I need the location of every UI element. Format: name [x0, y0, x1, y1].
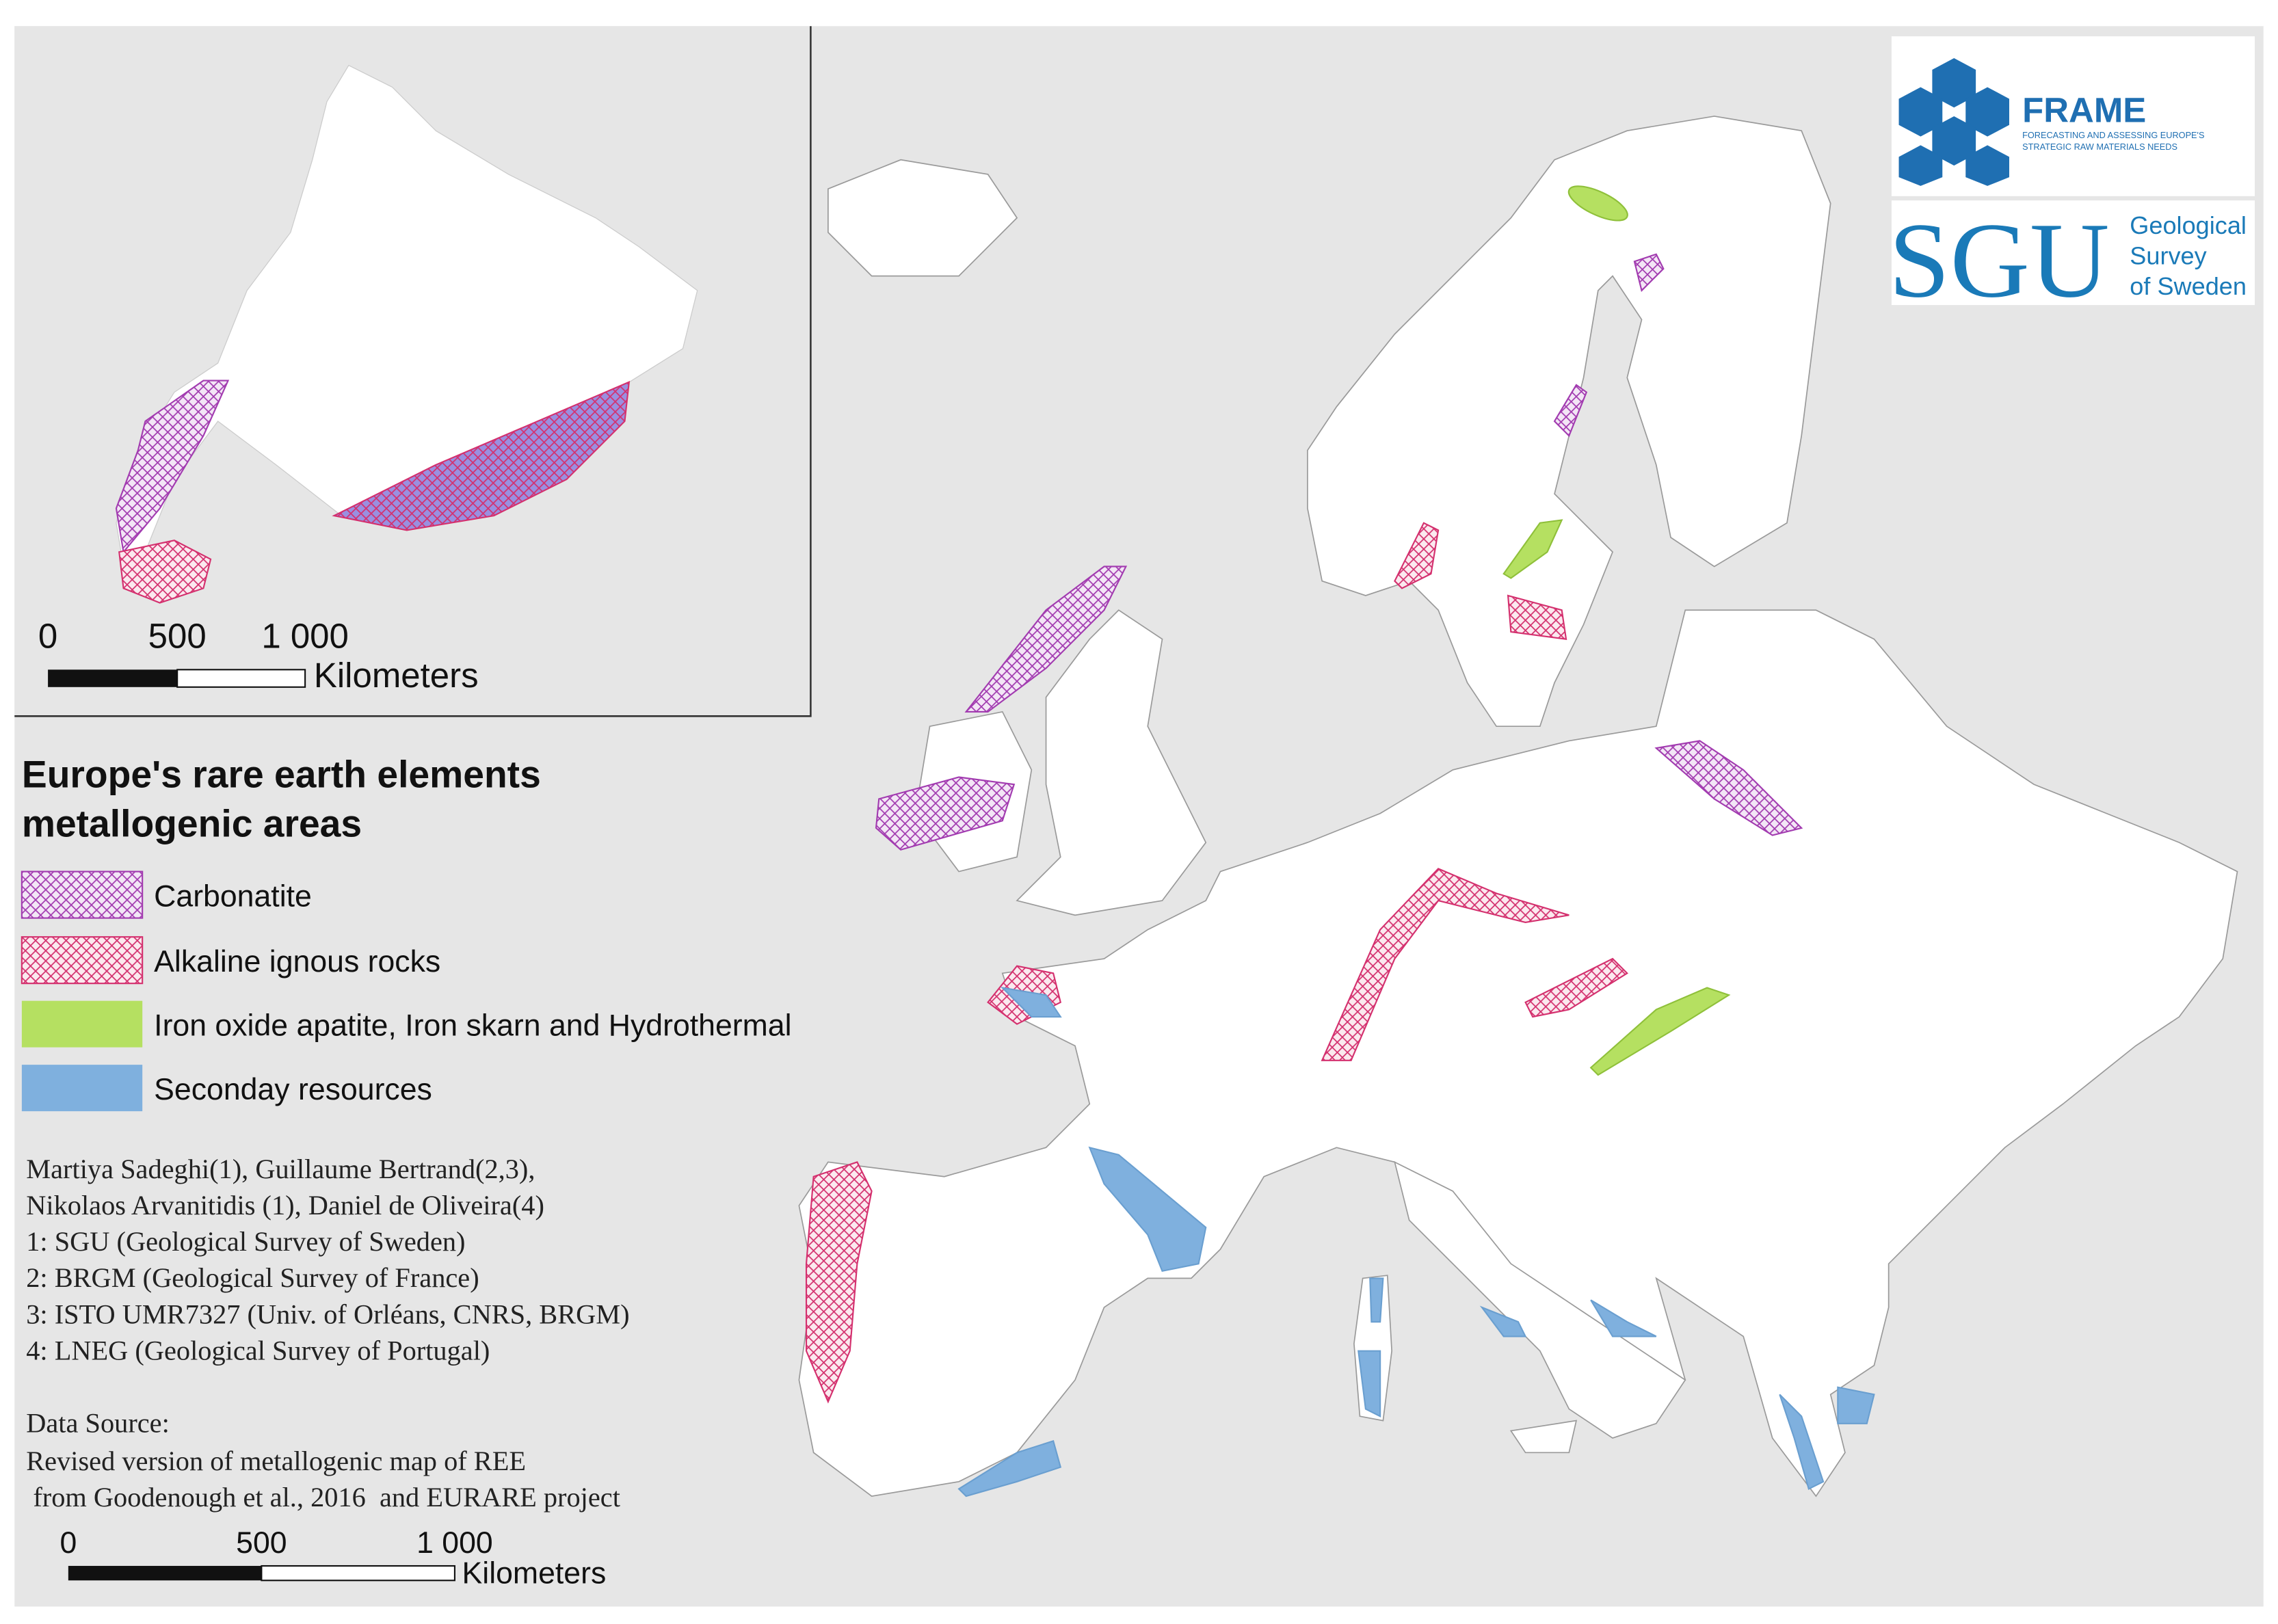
legend-swatch: [21, 1065, 143, 1112]
secondary-zone: [1590, 1299, 1657, 1337]
legend-swatch: [21, 870, 144, 919]
iron-oxide-zone: [1502, 519, 1563, 579]
scale-bar: 0 500 1 000 Kilometers: [59, 1526, 606, 1590]
legend: Europe's rare earth elements metallogeni…: [21, 753, 792, 1112]
alkaline-zone: [1321, 868, 1570, 1061]
iron-oxide-zone: [1589, 987, 1731, 1076]
inset-border: [14, 26, 812, 717]
frame-icon: [1898, 57, 2009, 186]
legend-title: Europe's rare earth elements: [22, 753, 541, 795]
secondary-zone: [1837, 1386, 1875, 1424]
hexagon: [1898, 145, 1943, 186]
credit-line: Martiya Sadeghi(1), Guillaume Bertrand(2…: [26, 1154, 535, 1184]
logo-tagline: STRATEGIC RAW MATERIALS NEEDS: [2022, 142, 2177, 152]
carbonatite-zone: [964, 565, 1128, 713]
secondary-zone: [1479, 1305, 1527, 1337]
secondary-zone: [957, 1439, 1062, 1497]
legend-swatch: [21, 936, 144, 985]
credit-line: 4: LNEG (Geological Survey of Portugal): [26, 1335, 490, 1366]
alkaline-zone: [332, 381, 631, 531]
legend-label: Carbonatite: [154, 880, 312, 914]
iron-oxide-zone: [1567, 185, 1628, 222]
legend-label: Alkaline ignous rocks: [154, 945, 440, 979]
alkaline-zone: [1524, 957, 1628, 1018]
scale-segment: [48, 669, 178, 687]
secondary-zones: [957, 986, 1875, 1497]
logo-tagline: Geological: [2130, 211, 2247, 239]
hexagon: [1965, 87, 2009, 137]
logo-background: [1891, 200, 2255, 306]
scale-label: 1 000: [416, 1526, 493, 1560]
scale-segment: [68, 1566, 262, 1581]
scale-label: 0: [38, 616, 57, 655]
continent: [798, 609, 2238, 1497]
carbonatite-zone: [875, 776, 1016, 851]
scale-label: 1 000: [261, 616, 349, 655]
sgu-logo: SGU Geological Survey of Sweden: [1889, 200, 2255, 320]
logo-tagline: Survey: [2130, 242, 2206, 270]
frame-logo: FRAME FORECASTING AND ASSESSING EUROPE'S…: [1891, 36, 2255, 196]
italy: [1394, 1160, 1686, 1439]
zones: [805, 185, 1875, 1497]
hexagon: [1932, 57, 1976, 108]
source-line: from Goodenough et al., 2016 and EURARE …: [26, 1482, 620, 1513]
credit-line: 1: SGU (Geological Survey of Sweden): [26, 1226, 465, 1257]
hexagon: [1932, 116, 1976, 166]
inset-scale-bar: 0 500 1 000 Kilometers: [38, 616, 479, 694]
secondary-zone: [1000, 986, 1062, 1018]
logo-name: FRAME: [2022, 90, 2146, 129]
credits: Martiya Sadeghi(1), Guillaume Bertrand(2…: [26, 1154, 629, 1513]
greenland: [116, 64, 698, 568]
great-britain: [1016, 609, 1207, 916]
scale-label: 500: [236, 1526, 287, 1560]
legend-swatch: [21, 1000, 143, 1048]
scale-unit: Kilometers: [314, 656, 479, 695]
land: [798, 116, 2238, 1497]
carbonatite-zone: [1654, 740, 1803, 836]
alkaline-zone: [1394, 522, 1440, 589]
secondary-zone: [1369, 1277, 1384, 1323]
logo-tagline: of Sweden: [2130, 272, 2247, 300]
alkaline-zone: [118, 540, 212, 604]
alkaline-zone: [805, 1161, 873, 1404]
hexagon: [1965, 145, 2009, 186]
inset: 0 500 1 000 Kilometers: [14, 26, 812, 717]
source-line: Data Source:: [26, 1408, 170, 1439]
legend-label: Seconday resources: [154, 1073, 432, 1106]
logo-name: SGU: [1889, 201, 2110, 320]
carbonatite-zone: [1553, 384, 1588, 438]
iceland: [827, 159, 1018, 277]
secondary-zone: [1779, 1394, 1825, 1490]
source-line: Revised version of metallogenic map of R…: [26, 1446, 526, 1476]
scale-segment: [176, 669, 306, 688]
secondary-zone: [1088, 1146, 1207, 1273]
scale-segment: [261, 1565, 455, 1582]
sicily: [1509, 1420, 1578, 1454]
carbonatite-zone: [115, 380, 230, 554]
scale-label: 500: [148, 616, 207, 655]
scale-unit: Kilometers: [462, 1557, 607, 1590]
carbonatite-zone: [1633, 253, 1665, 292]
alkaline-zone: [1507, 594, 1567, 640]
secondary-zone: [1357, 1350, 1381, 1417]
credit-line: 2: BRGM (Geological Survey of France): [26, 1262, 479, 1293]
legend-label: Iron oxide apatite, Iron skarn and Hydro…: [154, 1009, 791, 1043]
logo-tagline: FORECASTING AND ASSESSING EUROPE'S: [2022, 130, 2204, 140]
legend-title: metallogenic areas: [22, 803, 362, 845]
scale-label: 0: [59, 1526, 77, 1560]
credit-line: 3: ISTO UMR7327 (Univ. of Orléans, CNRS,…: [26, 1299, 629, 1329]
hexagon: [1898, 87, 1943, 137]
credit-line: Nikolaos Arvanitidis (1), Daniel de Oliv…: [26, 1190, 544, 1221]
